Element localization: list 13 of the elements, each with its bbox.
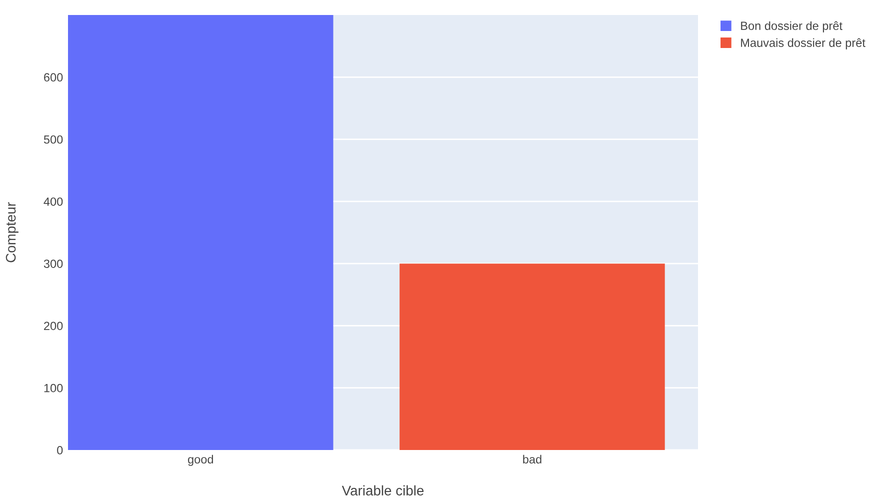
x-axis-title: Variable cible — [342, 485, 424, 496]
y-tick-label: 200 — [44, 322, 63, 330]
y-tick-label: 300 — [44, 260, 63, 268]
x-tick-label: bad — [523, 454, 542, 464]
y-tick-label: 0 — [57, 446, 63, 454]
y-tick-label: 100 — [44, 384, 63, 392]
y-axis-title: Compteur — [6, 202, 18, 262]
legend-label: Mauvais dossier de prêt — [741, 38, 866, 50]
y-tick-label: 600 — [44, 73, 63, 82]
x-tick-label: good — [188, 454, 214, 466]
legend-label: Bon dossier de prêt — [741, 21, 842, 32]
y-tick-label: 400 — [44, 197, 63, 206]
y-tick-label: 500 — [44, 135, 63, 144]
